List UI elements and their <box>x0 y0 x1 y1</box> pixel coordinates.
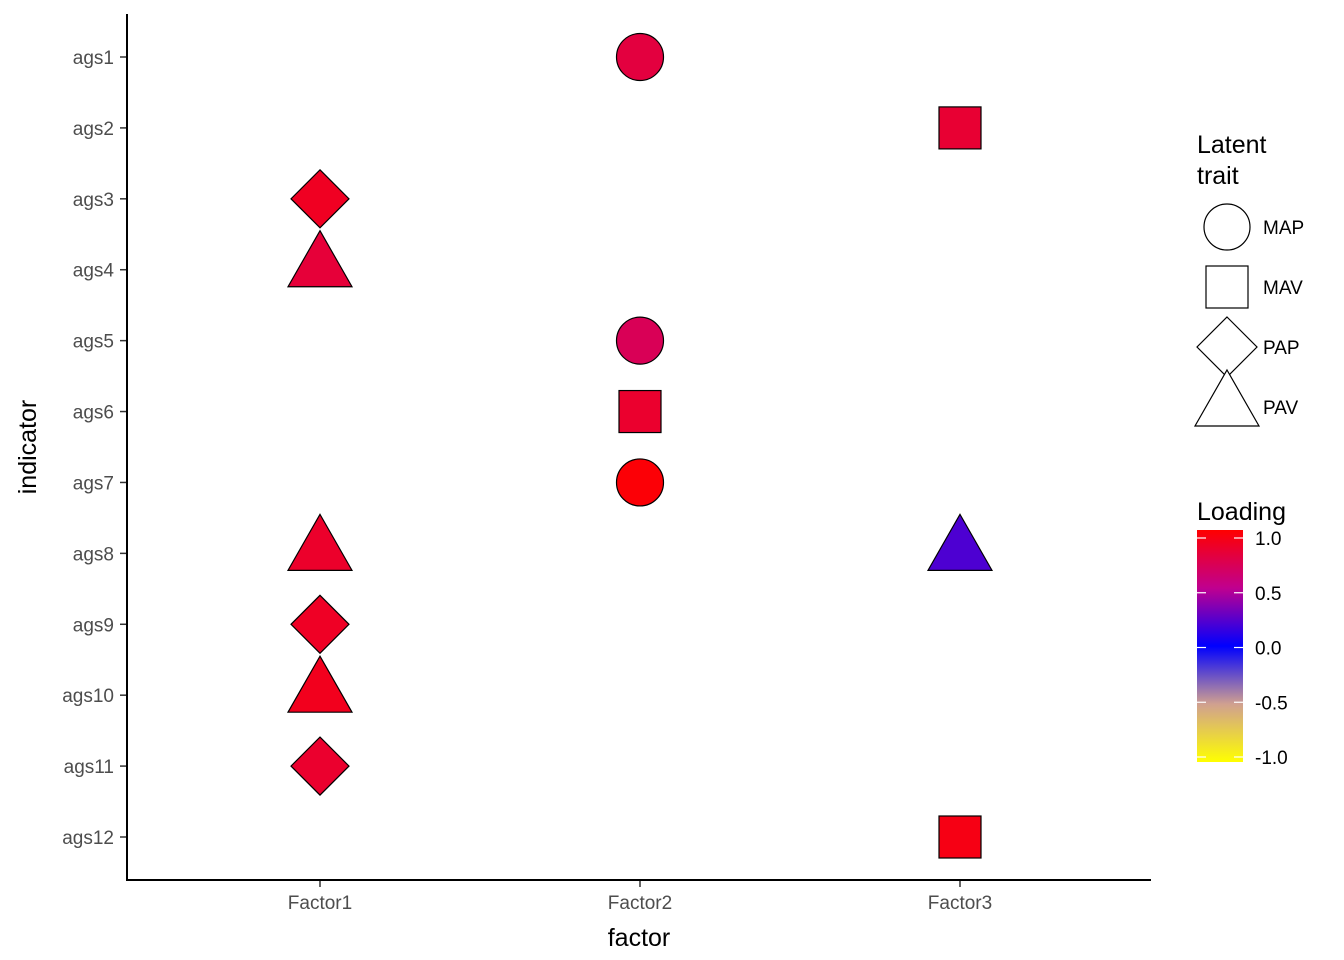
data-point <box>286 229 354 288</box>
data-point <box>286 654 354 713</box>
data-point <box>286 513 354 571</box>
shape-legend-label: PAP <box>1263 338 1300 359</box>
data-point <box>938 106 982 150</box>
shape-legend-label: MAV <box>1263 278 1303 299</box>
color-legend-tick-label: 0.0 <box>1255 639 1281 660</box>
shape-legend-entry: MAP <box>1203 203 1304 251</box>
y-tick-label: ags7 <box>73 473 114 494</box>
y-tick-label: ags4 <box>73 261 115 282</box>
data-point <box>615 458 665 507</box>
color-bar <box>1197 530 1243 762</box>
y-axis-title: indicator <box>14 400 42 495</box>
triangle-key <box>1193 368 1261 427</box>
data-point <box>938 815 982 859</box>
square-key <box>1205 265 1249 309</box>
color-legend-tick-label: 0.5 <box>1255 584 1281 605</box>
diamond-key <box>1196 316 1258 378</box>
color-legend-tick-label: -0.5 <box>1255 693 1288 714</box>
shape-legend-title-line1: Latent <box>1197 131 1267 159</box>
y-tick-label: ags2 <box>73 119 114 140</box>
y-tick-label: ags5 <box>73 332 114 353</box>
plot-area: ags1 ags2 ags3 ags4 ags5 ags6 ags7 ags8 ags9 ags1… <box>62 32 994 914</box>
data-point <box>290 594 350 655</box>
shape-legend-entry: PAP <box>1196 316 1300 378</box>
shape-legend-entry: PAV <box>1193 368 1299 427</box>
data-point <box>615 316 665 365</box>
data-point <box>290 168 350 229</box>
color-legend-tick-label: 1.0 <box>1255 529 1281 550</box>
x-axis-title: factor <box>608 924 671 952</box>
y-tick-label: ags12 <box>62 828 114 849</box>
shape-legend-label: PAV <box>1263 398 1299 419</box>
shape-legend: Latent trait MAP MAV PAP PAV <box>1193 131 1304 427</box>
shape-legend-title-line2: trait <box>1197 162 1239 190</box>
shape-legend-entry: MAV <box>1205 265 1303 309</box>
data-point <box>618 389 662 434</box>
data-point <box>926 513 994 571</box>
y-tick-label: ags1 <box>73 48 114 69</box>
x-tick-label: Factor2 <box>608 893 672 914</box>
circle-key <box>1203 203 1251 251</box>
y-tick-label: ags10 <box>62 686 114 707</box>
x-tick-label: Factor1 <box>288 893 352 914</box>
color-legend: Loading 1.0 0.5 0.0 -0.5 -1.0 <box>1197 498 1288 769</box>
color-legend-tick-label: -1.0 <box>1255 748 1288 769</box>
shape-legend-label: MAP <box>1263 218 1304 239</box>
data-point <box>615 32 665 82</box>
y-tick-label: ags3 <box>73 190 114 211</box>
y-tick-label: ags9 <box>73 615 114 636</box>
color-legend-title: Loading <box>1197 498 1286 526</box>
y-tick-label: ags6 <box>73 403 114 424</box>
data-point <box>290 736 350 796</box>
y-tick-label: ags11 <box>64 757 114 778</box>
x-tick-label: Factor3 <box>928 893 992 914</box>
y-tick-label: ags8 <box>73 544 114 565</box>
